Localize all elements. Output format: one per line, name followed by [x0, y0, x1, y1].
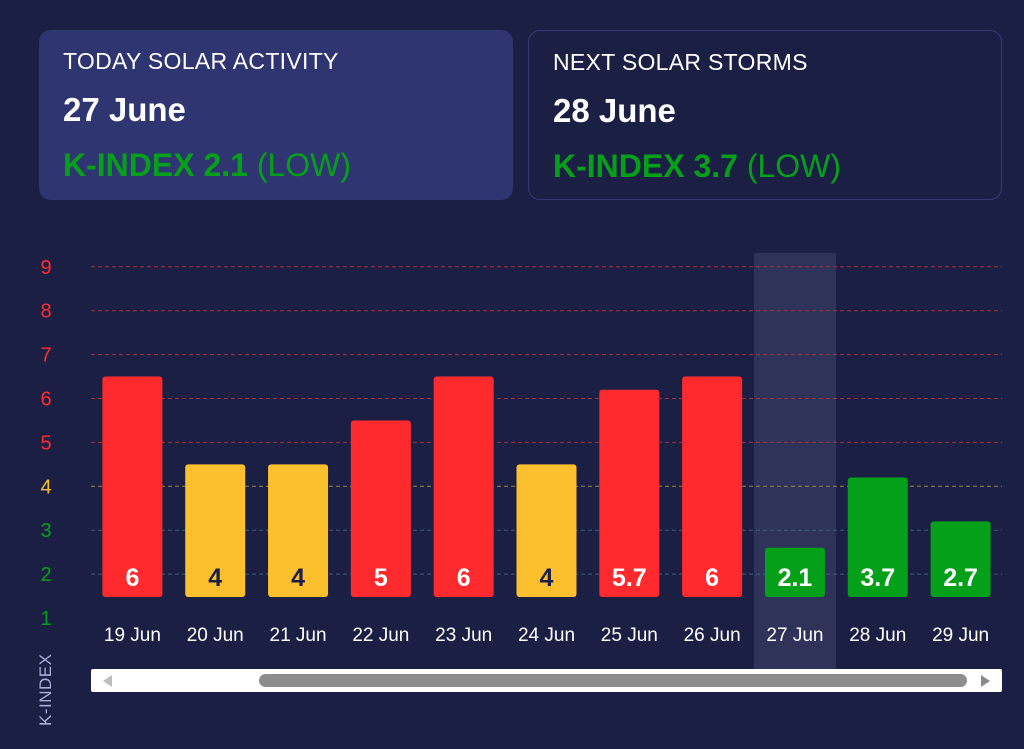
bar: [764, 547, 825, 597]
x-tick-label: 24 Jun: [518, 625, 575, 646]
next-card-date: 28 June: [553, 92, 676, 129]
next-card-title: NEXT SOLAR STORMS: [553, 49, 808, 75]
x-tick-label: 22 Jun: [352, 625, 409, 646]
bar-value-label: 6: [705, 564, 719, 592]
y-tick-label: 9: [40, 257, 51, 279]
scroll-right-arrow-icon[interactable]: [981, 675, 990, 687]
bar: [433, 376, 494, 597]
bar-value-label: 5: [374, 564, 388, 592]
y-tick-label: 5: [40, 432, 51, 454]
bar-value-label: 3.7: [860, 564, 895, 592]
y-tick-label: 4: [40, 476, 51, 498]
x-tick-label: 21 Jun: [270, 625, 327, 646]
x-tick-label: 25 Jun: [601, 625, 658, 646]
highlighted-column: [753, 253, 836, 669]
bar: [682, 376, 743, 597]
next-card-kindex: K-INDEX 3.7 (LOW): [553, 148, 977, 185]
next-storms-card: NEXT SOLAR STORMS 28 June K-INDEX 3.7 (L…: [528, 30, 1002, 200]
x-tick-label: 19 Jun: [104, 625, 161, 646]
bar-value-label: 6: [457, 564, 471, 592]
x-tick-label: 28 Jun: [849, 625, 906, 646]
today-kindex-value: K-INDEX 2.1: [63, 147, 248, 183]
bar-value-label: 6: [125, 564, 139, 592]
today-card-date: 27 June: [63, 91, 186, 128]
y-tick-label: 8: [40, 301, 51, 323]
y-axis-title: K-INDEX: [36, 653, 55, 726]
y-tick-label: 7: [40, 345, 51, 367]
y-tick-label: 2: [40, 564, 51, 586]
next-kindex-level: (LOW): [746, 148, 842, 184]
bar-value-label: 5.7: [612, 564, 647, 592]
bar: [102, 376, 163, 597]
bar: [599, 389, 660, 597]
bar: [185, 464, 246, 597]
today-activity-card: TODAY SOLAR ACTIVITY 27 June K-INDEX 2.1…: [39, 30, 513, 200]
bar-value-label: 2.7: [943, 564, 978, 592]
x-tick-label: 26 Jun: [684, 625, 741, 646]
x-tick-label: 29 Jun: [932, 625, 989, 646]
bar: [930, 521, 991, 597]
bar: [847, 477, 908, 597]
today-card-kindex: K-INDEX 2.1 (LOW): [63, 147, 489, 184]
bar-value-label: 4: [208, 564, 222, 592]
scrollbar-thumb[interactable]: [259, 674, 967, 687]
bar: [350, 420, 411, 597]
y-tick-label: 3: [40, 520, 51, 542]
bar-value-label: 4: [540, 564, 554, 592]
x-tick-label: 23 Jun: [435, 625, 492, 646]
x-tick-label: 20 Jun: [187, 625, 244, 646]
y-tick-label: 6: [40, 389, 51, 411]
bar-value-label: 4: [291, 564, 305, 592]
bar-value-label: 2.1: [778, 564, 813, 592]
next-kindex-value: K-INDEX 3.7: [553, 148, 738, 184]
today-kindex-level: (LOW): [256, 147, 352, 183]
bar: [516, 464, 577, 597]
chart-scrollbar[interactable]: [91, 669, 1002, 692]
y-tick-label: 1: [40, 608, 51, 630]
x-tick-label: 27 Jun: [766, 625, 823, 646]
bar: [268, 464, 329, 597]
scroll-left-arrow-icon[interactable]: [103, 675, 112, 687]
today-card-title: TODAY SOLAR ACTIVITY: [63, 48, 339, 74]
